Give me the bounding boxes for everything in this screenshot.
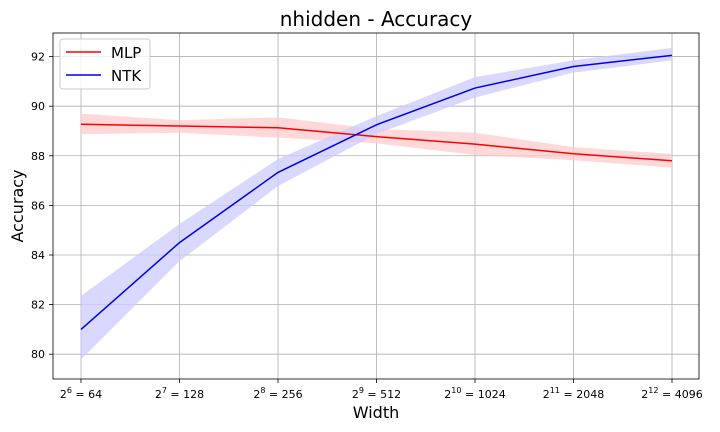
legend-ntk-label: NTK [111,67,142,85]
x-tick-label: 28 = 256 [253,386,302,401]
y-axis-ticks: 80 82 84 86 88 90 92 [31,51,53,361]
x-tick-label: 212 = 4096 [641,386,702,401]
line-ntk [80,54,673,330]
y-tick-label: 82 [31,299,45,312]
x-axis-ticks: 26 = 64 27 = 128 28 = 256 29 = 512 210 = 102… [60,379,703,401]
x-tick-label: 27 = 128 [155,386,204,401]
legend-mlp-label: MLP [111,44,141,62]
x-tick-label: 26 = 64 [60,386,102,401]
line-mlp [80,123,673,162]
axes-frame [52,32,700,380]
x-tick-label: 210 = 1024 [444,386,505,401]
legend: MLP NTK [59,38,151,90]
y-tick-label: 90 [31,100,45,113]
y-tick-label: 80 [31,348,45,361]
x-tick-label: 29 = 512 [352,386,401,401]
y-tick-label: 92 [31,51,45,64]
y-axis-label: Accuracy [8,169,27,242]
y-tick-label: 86 [31,199,45,212]
y-tick-label: 84 [31,249,45,262]
x-tick-label: 211 = 2048 [543,386,604,401]
series-lines [80,54,673,330]
chart-title: nhidden - Accuracy [280,7,473,31]
x-axis-label: Width [353,403,399,422]
y-tick-label: 88 [31,150,45,163]
grid [53,33,699,379]
